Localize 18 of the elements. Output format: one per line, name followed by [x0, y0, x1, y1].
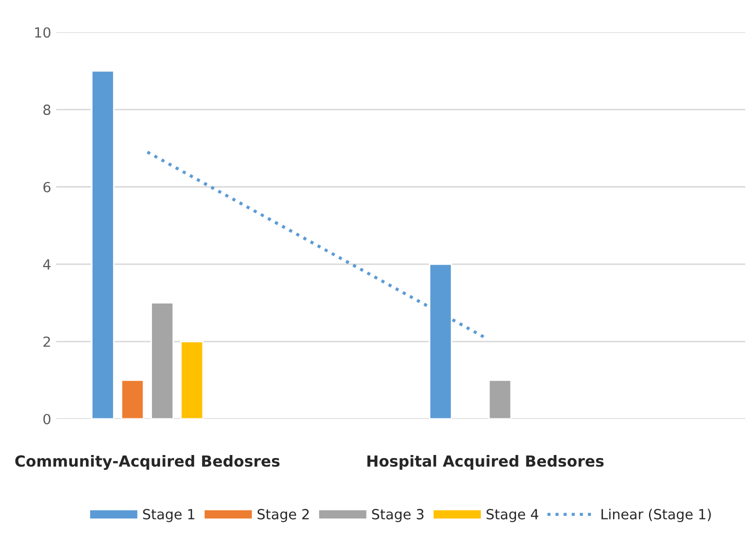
x-tick-label: Community-Acquired Bedosres — [15, 454, 280, 470]
bar — [120, 380, 144, 419]
y-tick-label: 6 — [43, 182, 50, 192]
legend-label: Linear (Stage 1) — [602, 508, 711, 522]
y-tick-label: 8 — [43, 104, 50, 116]
legend-label: Stage 2 — [258, 508, 309, 522]
x-tick-label: Hospital Acquired Bedsores — [367, 454, 604, 470]
bar — [488, 380, 512, 419]
legend-label: Stage 4 — [486, 508, 538, 522]
bar — [180, 340, 204, 419]
bar — [150, 302, 174, 419]
legend-label: Stage 1 — [143, 508, 194, 522]
y-tick-label: 4 — [43, 259, 51, 270]
legend-label: Stage 3 — [372, 508, 424, 522]
y-tick-label: 0 — [43, 414, 50, 424]
y-tick-label: 2 — [43, 336, 50, 347]
bar — [91, 70, 114, 419]
y-tick-label: 10 — [35, 27, 50, 38]
